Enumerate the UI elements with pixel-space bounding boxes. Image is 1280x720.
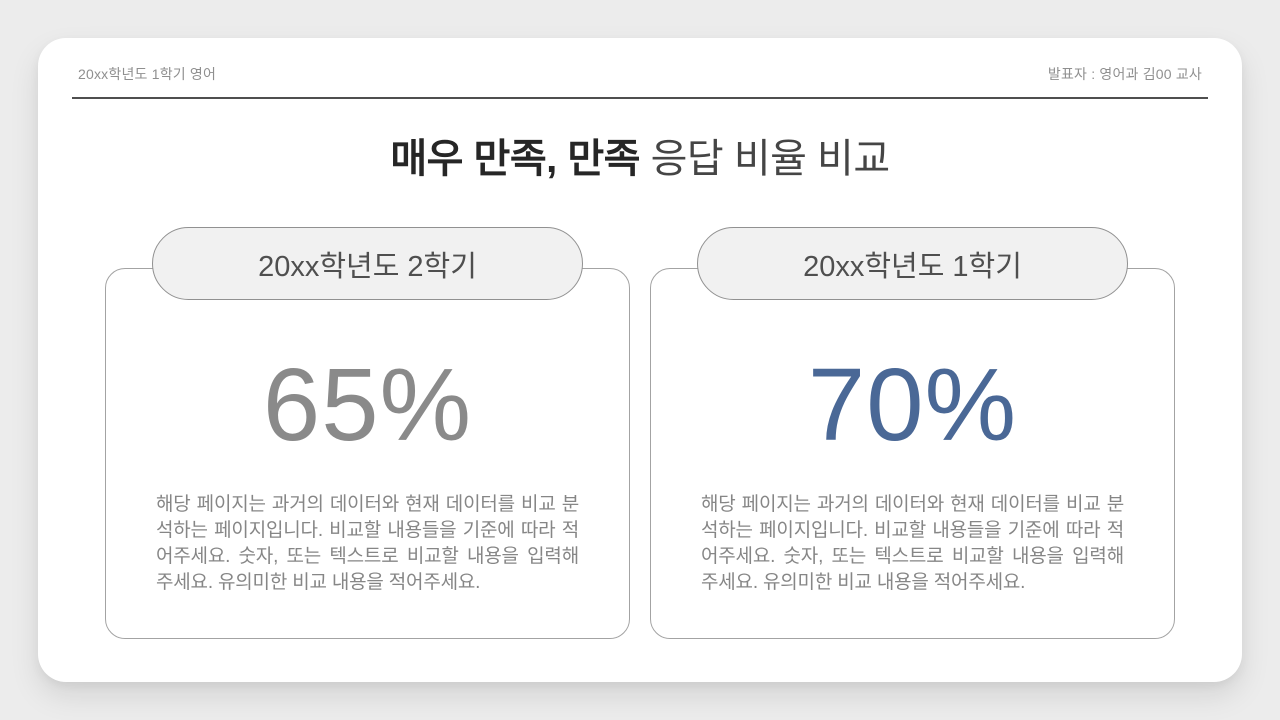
card-label-pill: 20xx학년도 2학기	[152, 227, 583, 300]
percentage-value: 70%	[807, 347, 1018, 462]
header-right-text: 발표자 : 영어과 김00 교사	[1047, 66, 1202, 82]
card-label-pill: 20xx학년도 1학기	[697, 227, 1128, 300]
presentation-slide: 20xx학년도 1학기 영어 발표자 : 영어과 김00 교사 매우 만족, 만…	[38, 38, 1242, 682]
comparison-column-right: 20xx학년도 1학기 70% 해당 페이지는 과거의 데이터와 현재 데이터를…	[650, 227, 1175, 639]
header-left-text: 20xx학년도 1학기 영어	[78, 66, 217, 82]
comparison-column-left: 20xx학년도 2학기 65% 해당 페이지는 과거의 데이터와 현재 데이터를…	[105, 227, 630, 639]
percentage-value: 65%	[262, 347, 473, 462]
slide-title-emphasis: 매우 만족, 만족	[390, 137, 640, 181]
card-label-text: 20xx학년도 1학기	[803, 250, 1022, 283]
card-description: 해당 페이지는 과거의 데이터와 현재 데이터를 비교 분석하는 페이지입니다.…	[156, 494, 579, 594]
comparison-card: 65% 해당 페이지는 과거의 데이터와 현재 데이터를 비교 분석하는 페이지…	[105, 268, 630, 639]
slide-title: 매우 만족, 만족 응답 비율 비교	[38, 137, 1242, 181]
card-description: 해당 페이지는 과거의 데이터와 현재 데이터를 비교 분석하는 페이지입니다.…	[701, 494, 1124, 594]
header-divider	[72, 97, 1208, 99]
card-label-text: 20xx학년도 2학기	[258, 250, 477, 283]
comparison-cards: 20xx학년도 2학기 65% 해당 페이지는 과거의 데이터와 현재 데이터를…	[105, 227, 1175, 639]
slide-title-rest: 응답 비율 비교	[650, 137, 891, 181]
slide-header: 20xx학년도 1학기 영어 발표자 : 영어과 김00 교사	[38, 38, 1242, 84]
comparison-card: 70% 해당 페이지는 과거의 데이터와 현재 데이터를 비교 분석하는 페이지…	[650, 268, 1175, 639]
